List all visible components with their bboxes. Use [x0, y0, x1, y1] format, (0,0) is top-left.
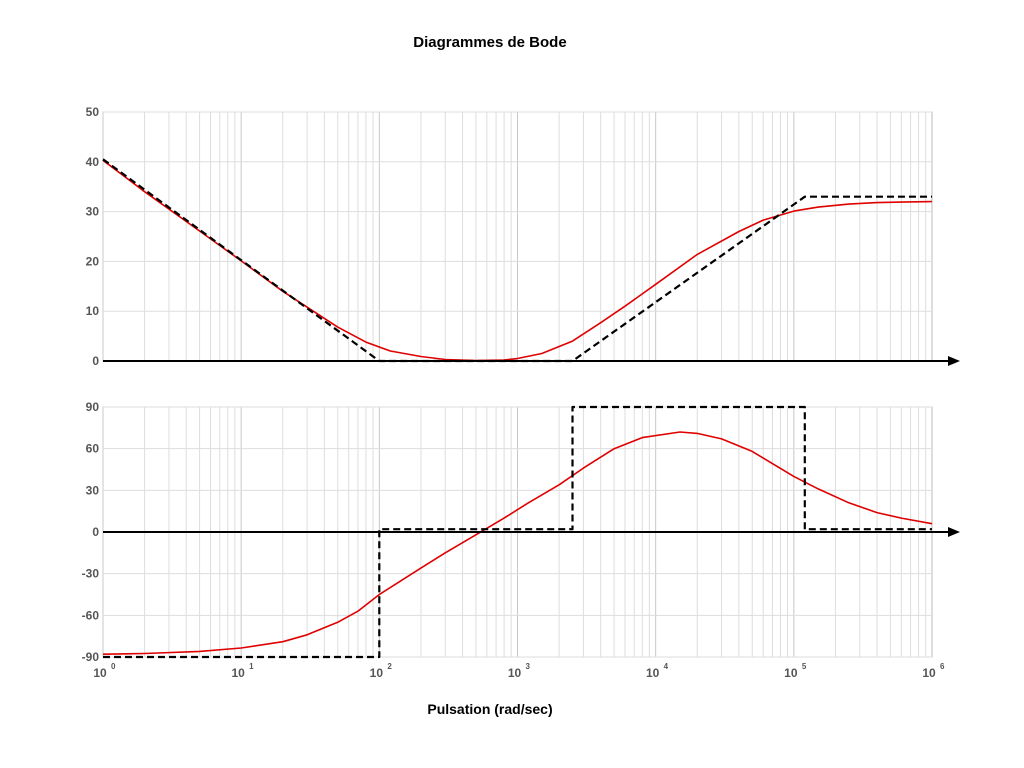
x-tick-label: 10 — [922, 666, 936, 680]
x-axis-label: Pulsation (rad/sec) — [427, 701, 552, 717]
x-tick-exponent: 0 — [111, 662, 116, 671]
y-tick-label: -90 — [82, 650, 100, 664]
response-line — [102, 431, 933, 655]
x-tick-exponent: 2 — [387, 662, 392, 671]
chart-title: Diagrammes de Bode — [413, 34, 566, 51]
x-axis-arrow — [948, 527, 960, 537]
x-tick-label: 10 — [93, 666, 107, 680]
y-tick-label: 30 — [86, 205, 100, 219]
asymptote-line — [103, 405, 932, 659]
x-tick-exponent: 6 — [940, 662, 945, 671]
x-tick-exponent: 3 — [526, 662, 531, 671]
x-tick-exponent: 4 — [664, 662, 669, 671]
x-tick-label: 10 — [231, 666, 245, 680]
x-tick-exponent: 1 — [249, 662, 254, 671]
y-tick-label: 10 — [86, 304, 100, 318]
magnitude-plot: 0 10 20 30 40 50 — [86, 105, 960, 368]
y-tick-label: 30 — [86, 483, 100, 497]
y-tick-label: 90 — [86, 400, 100, 414]
y-tick-label: 0 — [92, 525, 99, 539]
y-tick-label: 50 — [86, 105, 100, 119]
y-tick-label: 20 — [86, 254, 100, 268]
y-tick-label: -60 — [82, 608, 100, 622]
y-tick-label: 0 — [92, 354, 99, 368]
x-tick-label: 10 — [646, 666, 660, 680]
x-tick-label: 10 — [370, 666, 384, 680]
asymptote-line — [102, 158, 932, 363]
y-tick-label: -30 — [82, 567, 100, 581]
x-tick-exponent: 5 — [802, 662, 807, 671]
x-axis-arrow — [948, 356, 960, 366]
y-tick-label: 40 — [86, 155, 100, 169]
x-tick-label: 10 — [784, 666, 798, 680]
y-tick-label: 60 — [86, 442, 100, 456]
x-tick-label: 10 — [508, 666, 522, 680]
